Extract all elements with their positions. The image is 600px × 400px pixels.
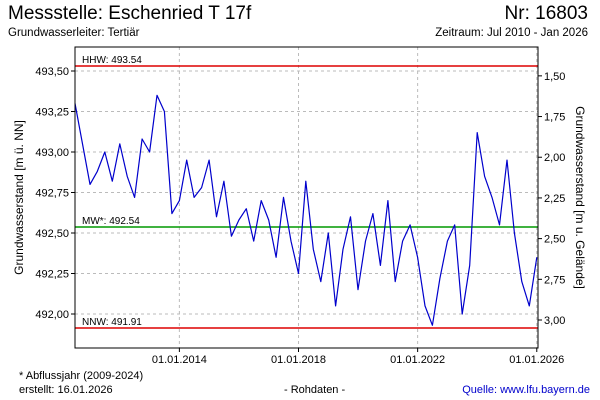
x-tick-label: 01.01.2026 (509, 354, 564, 366)
y-right-tick-label: 2,50 (544, 234, 565, 246)
y-right-tick-label: 1,75 (544, 112, 565, 124)
x-tick-label: 01.01.2018 (271, 354, 326, 366)
aquifer-label: Grundwasserleiter: Tertiär (8, 27, 140, 39)
y-tick-label: 492,75 (35, 188, 69, 200)
grid-layer (75, 47, 538, 348)
y-right-tick-label: 2,75 (544, 274, 565, 286)
rawdata-label: - Rohdaten - (284, 384, 346, 396)
mw-line-label: MW*: 492.54 (82, 216, 140, 227)
y-right-tick-label: 2,00 (544, 152, 565, 164)
y-axis-label-right: Grundwasserstand [m u. Gelände] (573, 106, 587, 289)
x-tick-label: 01.01.2014 (152, 354, 207, 366)
page-title: Messstelle: Eschenried T 17f (8, 3, 252, 24)
plot-frame (74, 46, 539, 349)
y-right-tick-label: 1,50 (544, 71, 565, 83)
source-link[interactable]: Quelle: www.lfu.bayern.de (462, 384, 590, 396)
y-tick-label: 492,50 (35, 228, 69, 240)
y-tick-label: 493,25 (35, 107, 69, 119)
y-tick-label: 493,50 (35, 66, 69, 78)
x-tick-label: 01.01.2022 (390, 354, 445, 366)
y-tick-label: 493,00 (35, 147, 69, 159)
y-right-tick-label: 3,00 (544, 315, 565, 327)
hydro-year-note: * Abflussjahr (2009-2024) (19, 370, 144, 382)
reference-lines: HHW: 493.54 MW*: 492.54 NNW: 491.91 (75, 55, 538, 329)
period-label: Zeitraum: Jul 2010 - Jan 2026 (435, 27, 588, 39)
hhw-line-label: HHW: 493.54 (82, 55, 142, 66)
y-axis-label-left: Grundwasserstand [m ü. NN] (12, 120, 26, 275)
y-tick-label: 492,00 (35, 309, 69, 321)
station-number: Nr: 16803 (504, 3, 588, 24)
groundwater-series-line (74, 94, 538, 326)
series-layer (74, 94, 538, 326)
nnw-line-label: NNW: 491.91 (82, 317, 142, 328)
y-right-tick-label: 2,25 (544, 193, 565, 205)
y-tick-label: 492,25 (35, 269, 69, 281)
axis-layer: 492,00 492,25 492,50 492,75 493,00 493,25 493,… (35, 66, 565, 366)
created-date: erstellt: 16.01.2026 (19, 384, 113, 396)
